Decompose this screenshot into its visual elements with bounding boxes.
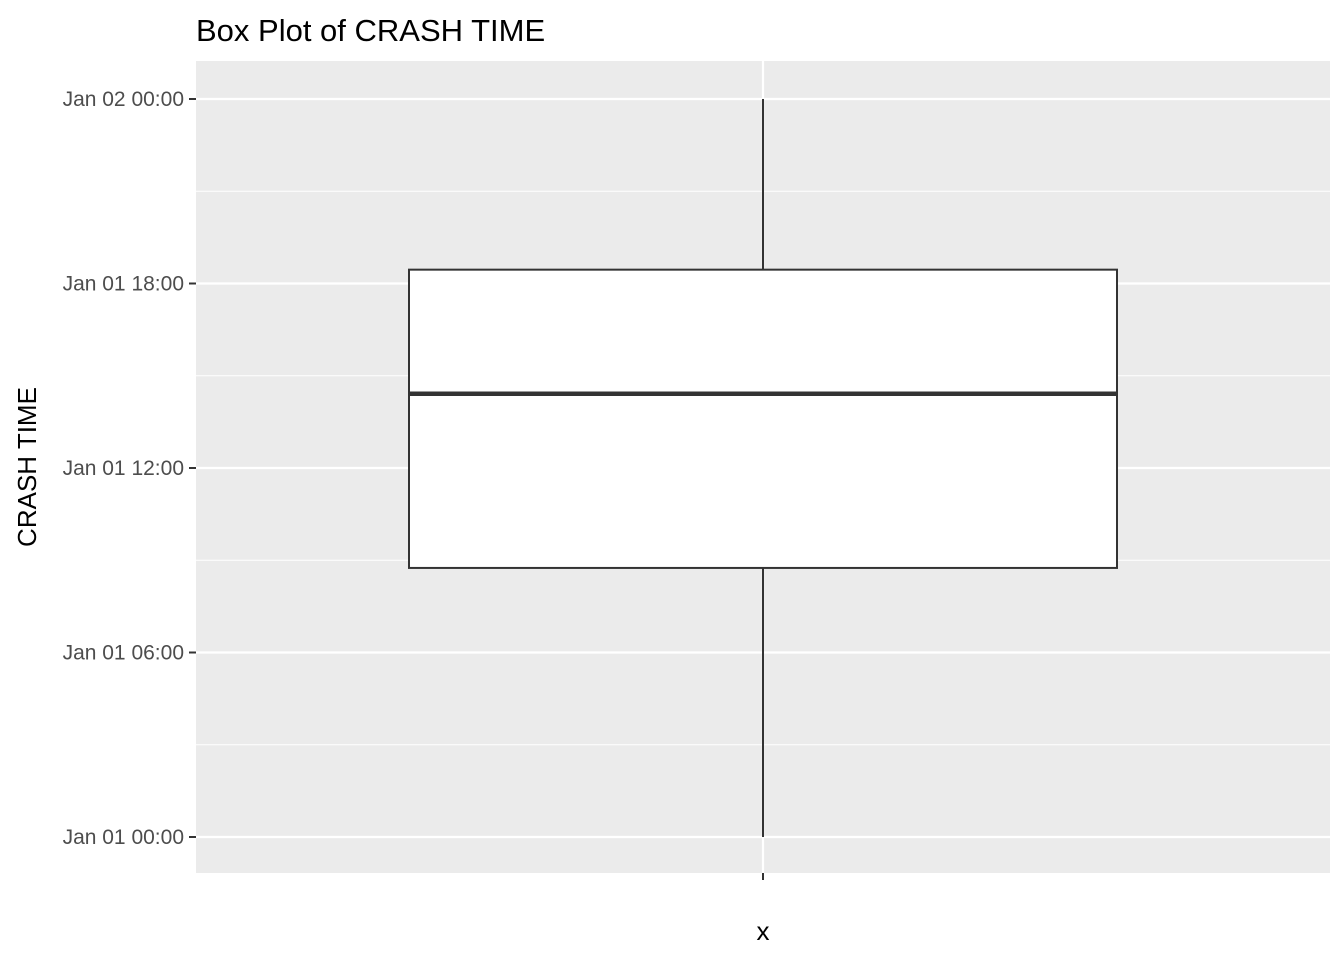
y-tick-label: Jan 01 00:00 — [63, 826, 184, 849]
y-tick-label: Jan 01 18:00 — [63, 273, 184, 296]
y-tick-label: Jan 01 06:00 — [63, 642, 184, 665]
x-axis-title: x — [757, 916, 770, 946]
y-axis-ticks: Jan 01 00:00 Jan 01 06:00 Jan 01 12:00 Jan … — [63, 88, 196, 849]
y-axis-title: CRASH TIME — [12, 387, 42, 547]
box-plot-series — [408, 99, 1118, 837]
chart-title: Box Plot of CRASH TIME — [196, 13, 545, 48]
y-tick-label: Jan 01 12:00 — [63, 457, 184, 480]
interquartile-box — [408, 268, 1118, 569]
y-tick-label: Jan 02 00:00 — [63, 88, 184, 111]
